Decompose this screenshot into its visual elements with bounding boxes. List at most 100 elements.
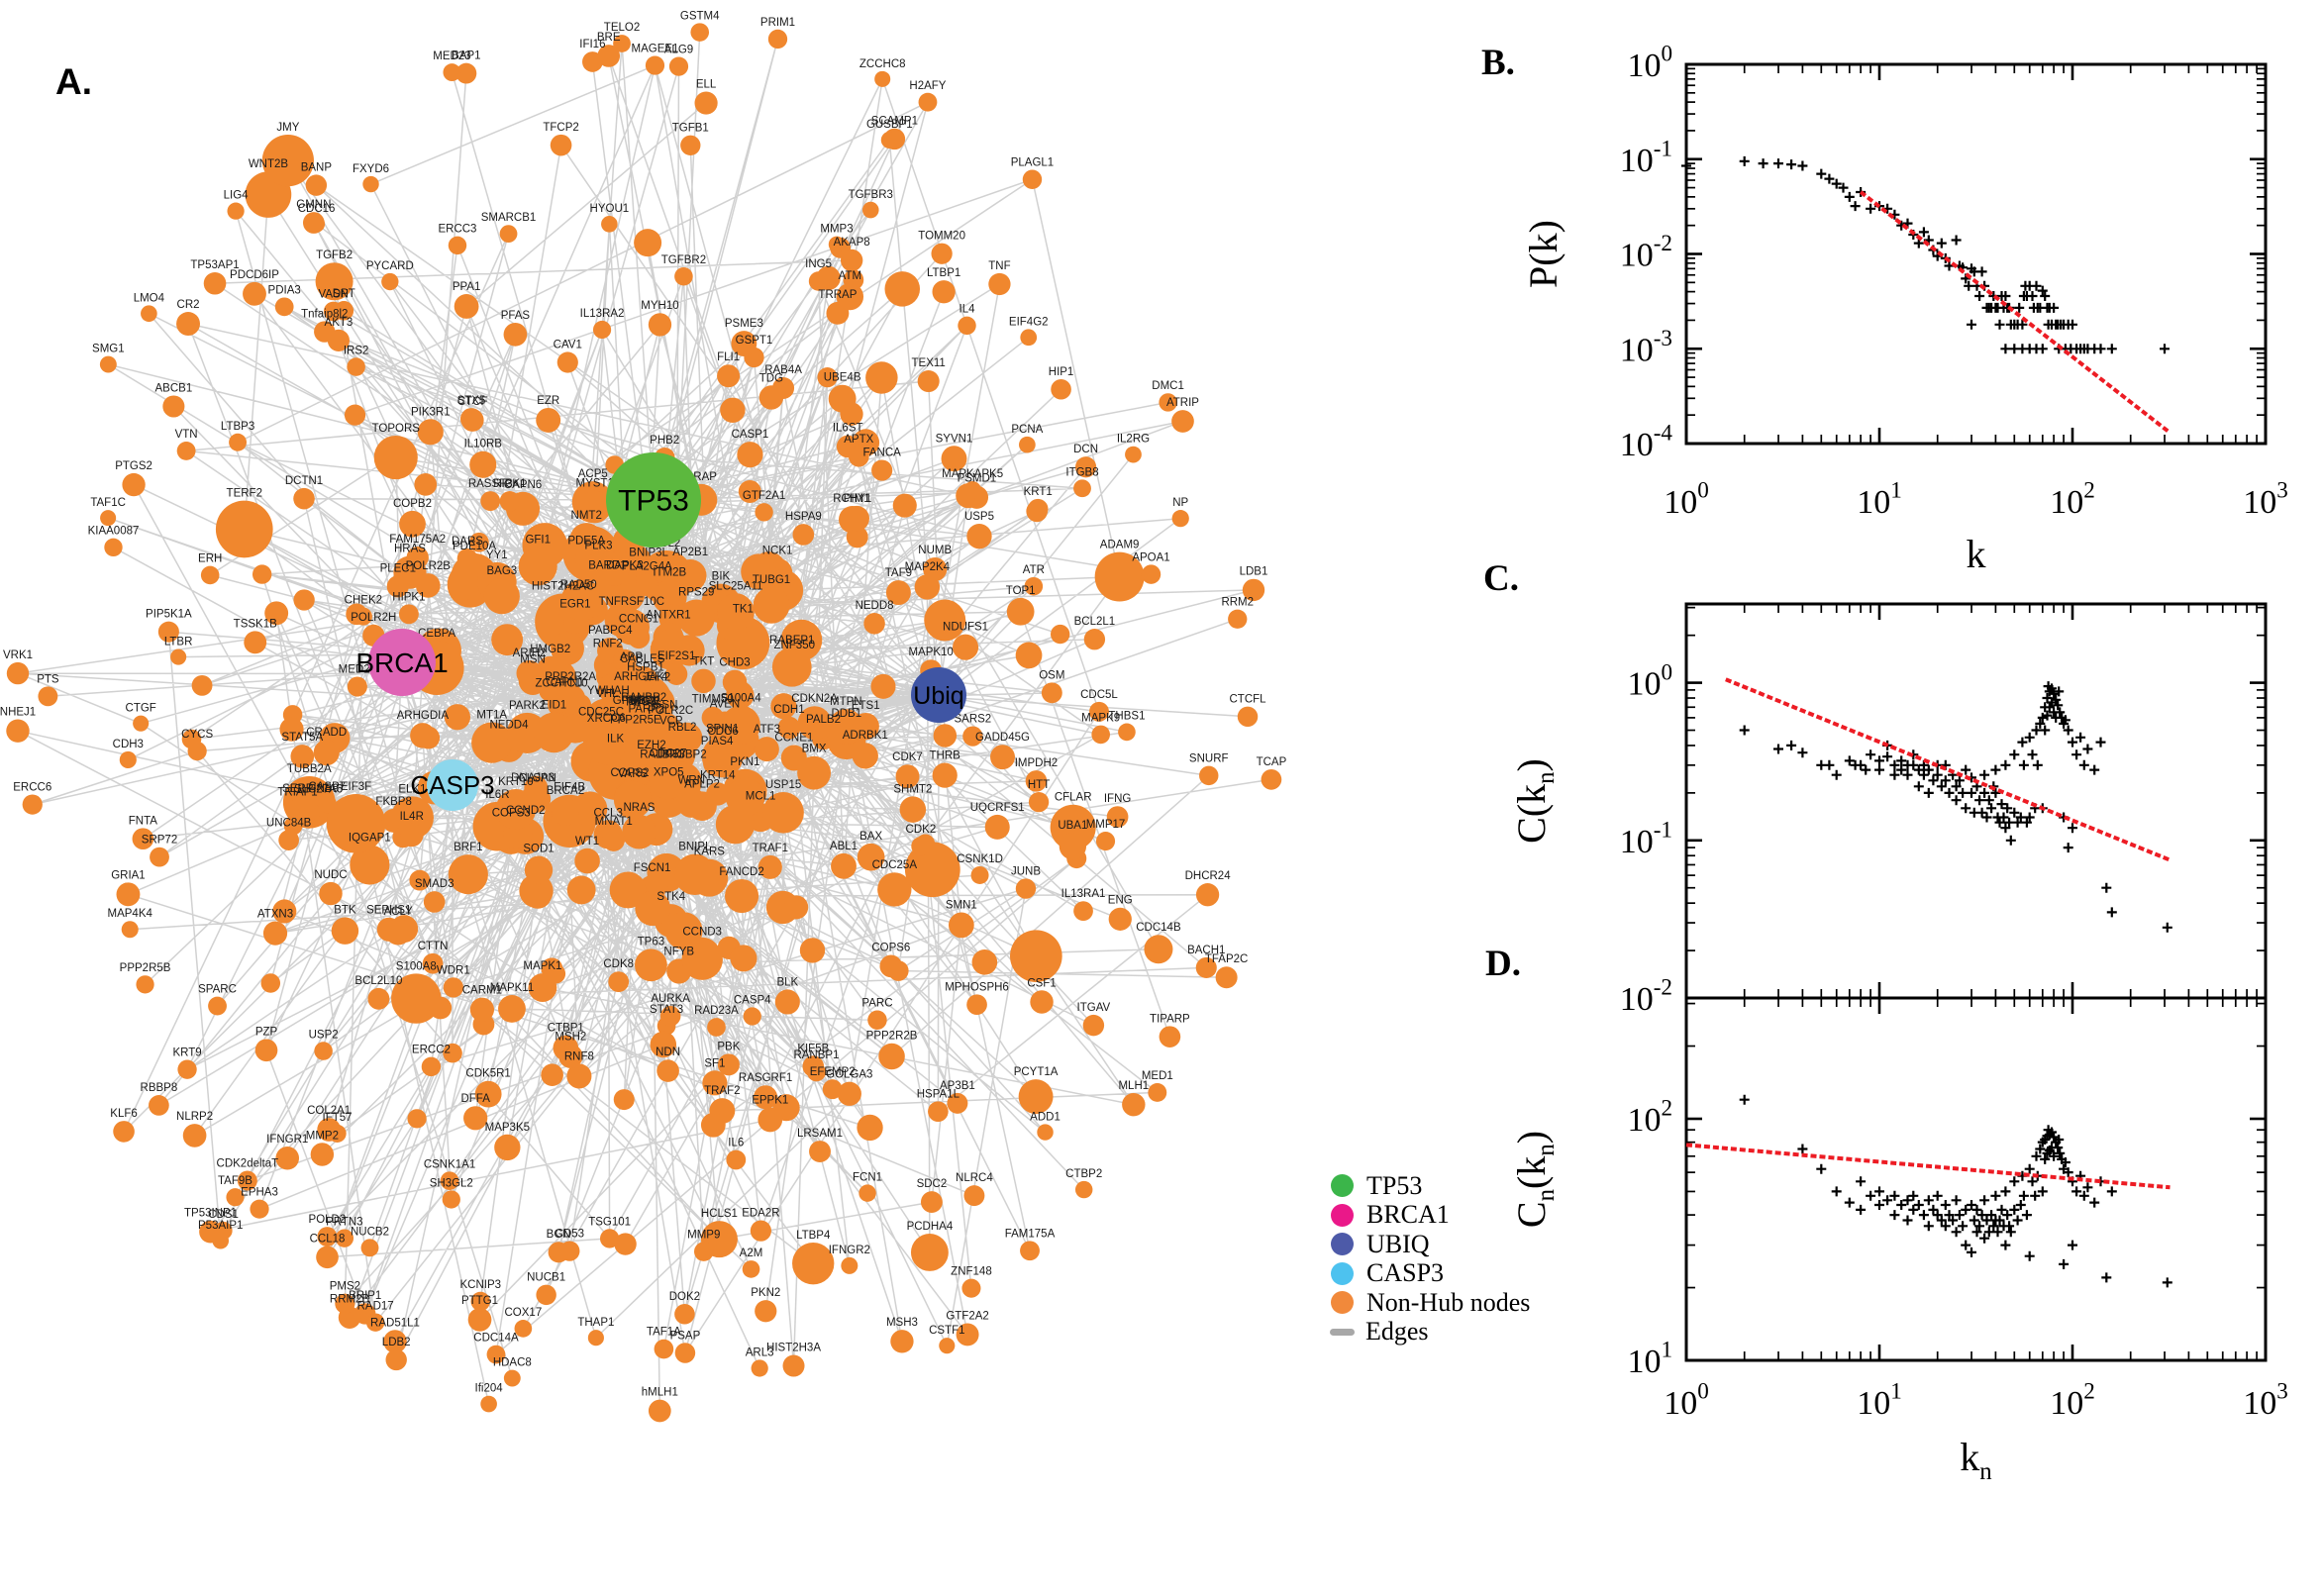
- svg-text:DAPK3: DAPK3: [606, 559, 644, 571]
- panel-b-label: B.: [1481, 43, 1515, 83]
- svg-text:THRB: THRB: [930, 750, 961, 762]
- network-node: [910, 1234, 949, 1271]
- svg-text:LIG4: LIG4: [224, 190, 250, 202]
- network-node: [310, 1143, 335, 1166]
- svg-text:IRS2: IRS2: [344, 345, 369, 356]
- network-node: [665, 662, 688, 685]
- svg-text:MNAT1: MNAT1: [595, 816, 633, 828]
- svg-text:AKT3: AKT3: [325, 317, 354, 329]
- network-node: [680, 135, 701, 155]
- svg-text:VASN: VASN: [319, 289, 349, 301]
- svg-text:AKAP8: AKAP8: [834, 237, 870, 249]
- network-node: [717, 1053, 740, 1076]
- network-node: [887, 960, 909, 981]
- network-node: [595, 701, 619, 725]
- svg-text:PHB2: PHB2: [650, 435, 679, 447]
- svg-text:HYOU1: HYOU1: [590, 203, 630, 215]
- svg-text:CHD3: CHD3: [719, 657, 750, 669]
- network-node: [650, 1031, 677, 1058]
- network-node: [730, 945, 758, 972]
- network-node: [885, 580, 911, 606]
- svg-text:TP53BP2: TP53BP2: [657, 749, 706, 761]
- panel-d-label: D.: [1485, 944, 1521, 984]
- network-node: [828, 384, 857, 413]
- svg-text:TAF1A: TAF1A: [647, 1327, 681, 1339]
- svg-text:BRIP1: BRIP1: [349, 1290, 381, 1302]
- svg-text:KIF5B: KIF5B: [797, 1043, 829, 1054]
- svg-text:WNT2B: WNT2B: [249, 158, 289, 170]
- network-node: [1006, 597, 1035, 626]
- svg-text:SLC25A11: SLC25A11: [709, 580, 763, 592]
- network-node: [931, 243, 953, 264]
- network-node: [1144, 935, 1173, 964]
- network-node: [770, 693, 797, 720]
- network-node: [290, 745, 315, 768]
- svg-text:GTF2A1: GTF2A1: [743, 490, 785, 502]
- network-node: [674, 1303, 695, 1325]
- network-node: [38, 686, 58, 707]
- network-node: [638, 712, 675, 748]
- network-node: [272, 899, 297, 924]
- svg-text:ARHGDIA: ARHGDIA: [397, 710, 450, 722]
- svg-text:ANTXR1: ANTXR1: [646, 610, 690, 622]
- network-node: [503, 323, 528, 347]
- svg-text:SEPHS1: SEPHS1: [366, 905, 411, 917]
- network-node: [250, 1199, 269, 1219]
- svg-text:ARIH2: ARIH2: [513, 648, 547, 659]
- network-node: [613, 35, 631, 52]
- network-node: [539, 679, 561, 702]
- network-node: [1022, 169, 1043, 189]
- svg-text:CSNK1D: CSNK1D: [957, 853, 1003, 865]
- network-node: [470, 1291, 490, 1312]
- svg-text:PCDHA4: PCDHA4: [907, 1221, 954, 1233]
- network-node: [6, 661, 30, 685]
- svg-text:PALB2: PALB2: [806, 714, 841, 726]
- network-node: [314, 1042, 333, 1060]
- network-node: [421, 1056, 442, 1077]
- svg-text:ZCCHC8: ZCCHC8: [859, 58, 906, 70]
- svg-text:VCP: VCP: [659, 715, 683, 727]
- y-tick-labels: 100 10-1 10-2: [1620, 659, 1672, 1018]
- svg-text:ERCC3: ERCC3: [438, 224, 476, 236]
- svg-text:CDC14A: CDC14A: [473, 1333, 519, 1345]
- network-node: [613, 780, 653, 819]
- network-node: [360, 1239, 379, 1257]
- svg-text:CCND2: CCND2: [506, 805, 546, 817]
- network-node: [227, 202, 245, 220]
- network-node: [1010, 930, 1062, 982]
- svg-text:MLH1: MLH1: [1118, 1080, 1149, 1092]
- svg-text:PPP2R2B: PPP2R2B: [866, 1031, 918, 1043]
- network-node: [443, 1043, 462, 1063]
- svg-text:LTBP4: LTBP4: [796, 1230, 831, 1242]
- svg-text:RNF2: RNF2: [593, 639, 623, 650]
- network-node: [582, 51, 603, 72]
- y-axis-label: C(kn): [1509, 758, 1560, 844]
- network-node: [560, 578, 603, 621]
- network-node: [753, 586, 790, 624]
- svg-text:MCL1: MCL1: [746, 790, 776, 802]
- svg-text:PDE5A: PDE5A: [567, 535, 605, 547]
- network-node: [480, 1395, 497, 1413]
- network-node: [654, 1339, 674, 1359]
- svg-text:PLEC1: PLEC1: [380, 562, 416, 574]
- svg-text:100: 100: [1627, 42, 1672, 84]
- svg-text:CASP4: CASP4: [734, 994, 771, 1006]
- svg-text:GADD45G: GADD45G: [975, 732, 1030, 744]
- network-node: [659, 1005, 681, 1027]
- legend-edge-swatch: [1330, 1328, 1355, 1336]
- svg-text:HSPA9: HSPA9: [785, 511, 822, 523]
- network-node: [792, 524, 815, 546]
- network-node: [1020, 1241, 1040, 1261]
- svg-text:IL10RB: IL10RB: [464, 439, 503, 450]
- network-node: [806, 1062, 827, 1082]
- svg-text:POLR2C: POLR2C: [648, 705, 693, 717]
- pk-vs-k-plot: 100 10-1 10-2 10-3 10-4 100 101 102 103 k P(k): [1521, 42, 2288, 574]
- svg-text:APLP2: APLP2: [684, 778, 720, 790]
- svg-text:CYCS: CYCS: [181, 729, 213, 741]
- network-node: [1125, 446, 1142, 463]
- network-node: [1237, 706, 1259, 728]
- network-node: [566, 1063, 592, 1089]
- network-node: [857, 1114, 883, 1142]
- svg-text:CARM1: CARM1: [462, 985, 502, 997]
- svg-text:SLC27A6: SLC27A6: [294, 783, 343, 795]
